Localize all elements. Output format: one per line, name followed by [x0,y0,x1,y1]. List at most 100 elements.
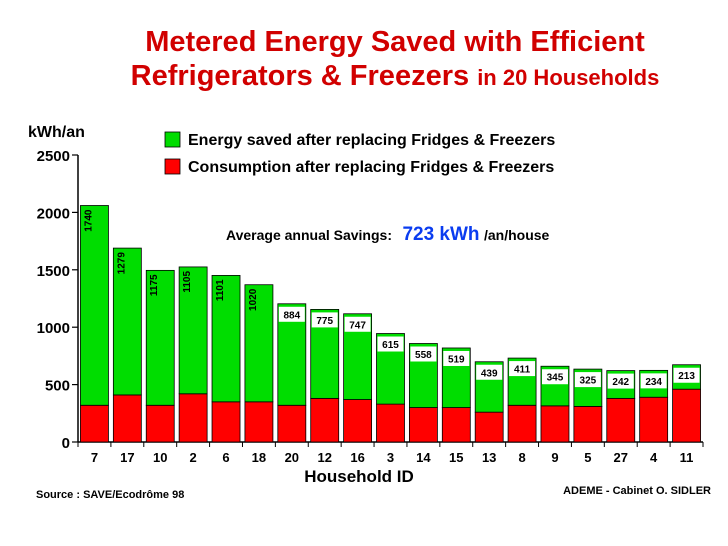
x-tick-label: 20 [285,450,299,465]
bar-value-label: 242 [612,377,629,388]
x-tick-label: 10 [153,450,167,465]
y-tick-label: 500 [45,378,70,395]
chart-title-line-1: Metered Energy Saved with Efficient [145,26,645,58]
legend-swatch [164,158,181,175]
bar-saved [211,275,241,403]
x-tick-label: 18 [252,450,266,465]
bar-saved [178,266,208,395]
savings-annotation-label: Average annual Savings: [226,227,392,243]
bar-value-label: 325 [580,376,597,387]
chart-title-suffix: in 20 Households [477,65,660,90]
x-tick-label: 8 [518,450,525,465]
bar-consumption [507,404,537,443]
y-tick-label: 1500 [37,263,70,280]
x-axis-label: Household ID [304,467,414,486]
bar-value-label: 1105 [182,271,193,293]
bar-value-label-bg [574,372,601,388]
bar-value-label-bg [640,373,667,389]
legend: Energy saved after replacing Fridges & F… [150,124,652,186]
bar-consumption [573,406,603,443]
bar-consumption [441,407,471,443]
bar-consumption [376,403,405,443]
bar-value-label: 1101 [215,279,226,301]
bar-value-label-bg [541,369,568,385]
bar-value-label-bg [673,367,700,383]
bar-value-label: 1175 [149,274,160,296]
bar-value-label-bg [410,346,437,362]
bar-saved [112,247,142,396]
bar-value-label-bg [311,312,338,328]
bar-value-label: 519 [448,354,465,365]
bar-consumption [606,397,636,443]
bar-consumption [112,394,142,443]
bar-value-label-bg [377,336,404,352]
bar-consumption [310,397,340,443]
x-tick-label: 9 [551,450,558,465]
x-tick-label: 14 [416,450,431,465]
bar-value-label: 884 [283,310,300,321]
bar-value-label: 1020 [248,288,259,311]
x-tick-label: 7 [91,450,98,465]
bar-value-label: 1740 [83,209,94,232]
bar-value-label: 213 [678,371,695,382]
bar-consumption [343,399,373,443]
savings-annotation-unit: /an/house [484,227,550,243]
bar-value-label: 411 [514,365,531,376]
bar-value-label: 234 [645,377,662,388]
bar-consumption [277,404,307,443]
x-tick-label: 5 [584,450,591,465]
bar-saved [145,269,175,406]
x-tick-label: 11 [680,450,694,465]
bar-consumption [540,405,570,443]
bar-consumption [474,411,504,443]
x-tick-label: 17 [120,450,134,465]
x-tick-label: 13 [482,450,496,465]
bars: 1740 7 1279 17 1175 10 1105 2 1101 6 1020 18 884 20 77… [80,205,701,465]
x-tick-label: 12 [317,450,331,465]
bar-value-label-bg [476,364,503,380]
bar-saved [244,284,274,403]
legend-box [150,124,652,186]
bar-consumption [178,393,208,443]
x-tick-label: 16 [350,450,364,465]
bar-consumption [672,388,701,443]
y-axis-label: kWh/an [28,124,85,141]
x-tick-label: 15 [449,450,463,465]
y-tick-label: 2000 [37,205,70,222]
x-tick-label: 4 [650,450,658,465]
x-tick-label: 3 [387,450,394,465]
x-tick-label: 27 [614,450,628,465]
legend-label: Consumption after replacing Fridges & Fr… [188,159,554,176]
x-tick-label: 6 [222,450,229,465]
bar-value-label-bg [344,316,371,332]
y-tick-label: 2500 [37,148,70,165]
bar-consumption [211,401,241,443]
y-tick-label: 0 [62,435,70,452]
credit-note: ADEME - Cabinet O. SIDLER [563,485,711,497]
bar-consumption [408,407,438,443]
savings-annotation-value: 723 kWh [402,224,479,245]
legend-label: Energy saved after replacing Fridges & F… [188,132,555,149]
bar-value-label-bg [509,361,536,377]
bar-value-label: 1279 [116,252,127,275]
bar-saved [80,205,109,406]
bar-value-label: 345 [547,373,564,384]
legend-swatch [164,131,181,148]
bar-consumption [244,401,274,443]
source-note: Source : SAVE/Ecodrôme 98 [36,489,185,501]
y-tick-label: 1000 [37,320,70,337]
x-tick-label: 2 [190,450,197,465]
chart-title-line-2: Refrigerators & Freezers in 20 Household… [70,60,720,93]
bar-value-label-bg [278,306,305,322]
bar-value-label: 558 [415,350,432,361]
bar-value-label: 775 [316,316,333,327]
savings-annotation: Average annual Savings: 723 kWh /an/hous… [226,224,550,245]
bar-value-label: 615 [382,340,399,351]
bar-value-label-bg [443,350,470,366]
bar-value-label-bg [607,373,634,389]
bar-value-label: 747 [349,320,366,331]
chart-title-main: Refrigerators & Freezers [130,60,470,92]
bar-consumption [639,396,669,443]
bar-consumption [145,404,175,443]
